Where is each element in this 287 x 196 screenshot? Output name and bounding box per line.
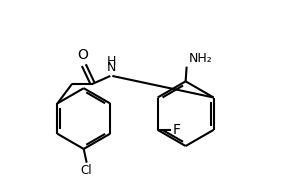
Text: NH₂: NH₂ [189,52,212,65]
Text: N: N [107,61,116,74]
Text: Cl: Cl [81,164,92,177]
Text: F: F [173,123,181,137]
Text: O: O [77,48,88,62]
Text: H: H [107,55,116,68]
